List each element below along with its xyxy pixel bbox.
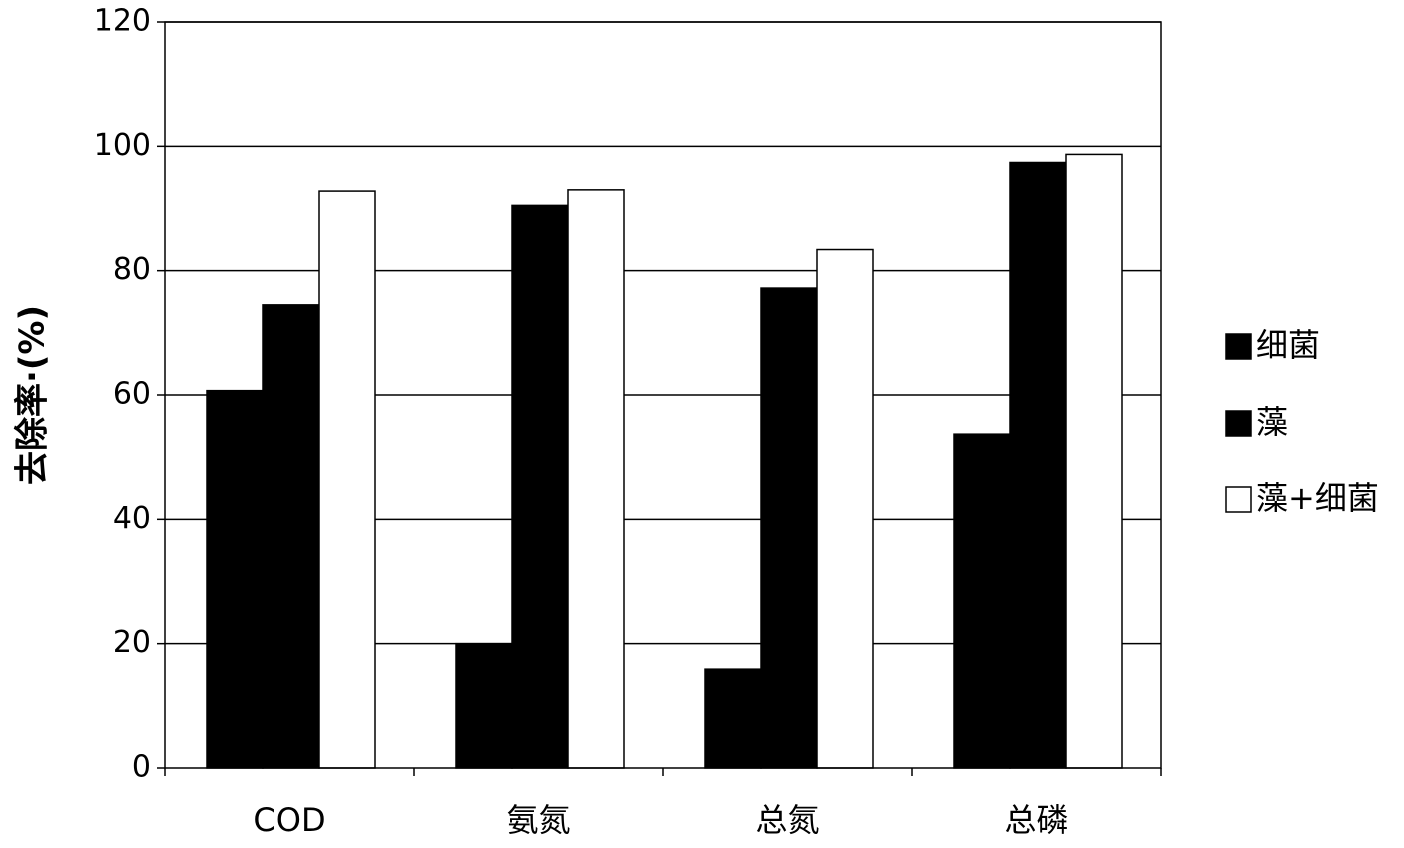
y-tick-label: 120 [94,4,151,39]
bar-2-4 [1009,161,1067,769]
legend-label-2: 藻 [1256,403,1288,441]
y-axis-label: 去除率·(%) [13,305,53,485]
bar-2-3 [760,287,818,769]
bar-3-2 [567,189,625,769]
x-tick-label: 总磷 [1004,801,1068,839]
y-tick-label: 80 [113,252,151,287]
legend-swatch-1 [1225,333,1252,360]
bar-2-1 [262,304,320,769]
legend-label-3: 藻+细菌 [1256,479,1379,517]
bar-1-3 [704,668,762,769]
bar-1-4 [953,433,1011,769]
bar-3-3 [816,248,874,769]
x-tick-label: 总氮 [755,801,819,839]
bar-1-2 [455,642,513,769]
x-tick-label: 氨氮 [506,801,570,839]
bar-3-1 [318,190,376,769]
y-tick-label: 0 [132,750,151,785]
bar-2-2 [511,204,569,769]
x-tick-label: COD [253,801,325,839]
legend-swatch-2 [1225,410,1252,437]
y-tick-label: 100 [94,128,151,163]
x-tick-labels: COD 氨氮 总氮 总磷 [253,801,1068,839]
bar-3-4 [1065,153,1123,769]
bar-1-1 [206,389,264,769]
y-tick-labels: 0 20 40 60 80 100 120 [94,4,151,785]
axes [157,21,1162,776]
y-tick-label: 20 [113,625,151,660]
legend-swatch-3 [1225,486,1252,513]
legend-label-1: 细菌 [1256,326,1320,364]
bars [206,153,1123,769]
y-tick-label: 40 [113,501,151,536]
y-tick-label: 60 [113,377,151,412]
